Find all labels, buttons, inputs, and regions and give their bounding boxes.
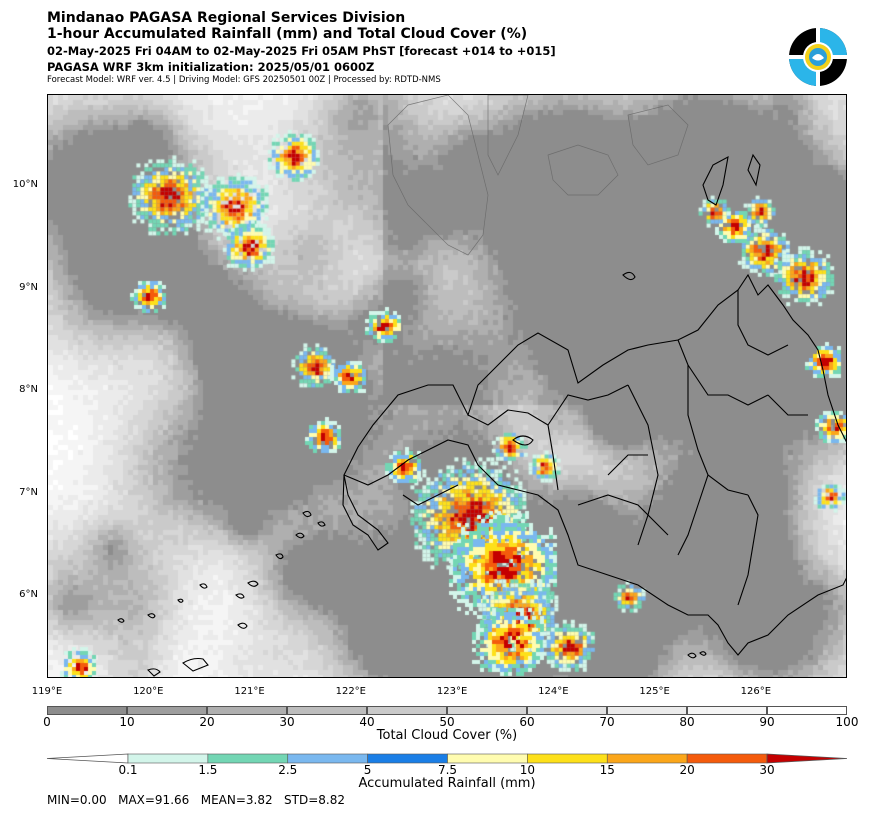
longitude-label: 124°E xyxy=(538,686,569,697)
forecast-period: 02-May-2025 Fri 04AM to 02-May-2025 Fri … xyxy=(47,44,556,58)
rain-colorbar-tick: 30 xyxy=(759,763,775,777)
cloud-colorbar-tick: 100 xyxy=(835,715,859,729)
title-line-2: 1-hour Accumulated Rainfall (mm) and Tot… xyxy=(47,26,528,42)
cloud-colorbar-cell xyxy=(607,706,687,715)
coastlines-and-boundaries xyxy=(117,95,846,677)
latitude-label: 10°N xyxy=(12,179,38,191)
latitude-label: 8°N xyxy=(19,384,38,396)
cloud-colorbar-tick: 70 xyxy=(599,715,615,729)
cloud-colorbar-tick: 0 xyxy=(43,715,51,729)
rain-colorbar-tick: 7.5 xyxy=(437,763,458,777)
cloud-colorbar-cell xyxy=(687,706,767,715)
statistics-text: MIN=0.00 MAX=91.66 MEAN=3.82 STD=8.82 xyxy=(47,793,346,807)
title-line-1: Mindanao PAGASA Regional Services Divisi… xyxy=(47,10,406,26)
cloud-rain-field xyxy=(48,95,846,677)
latitude-label: 6°N xyxy=(19,589,38,601)
cloud-colorbar-tick: 40 xyxy=(359,715,375,729)
cloud-colorbar-cell xyxy=(367,706,447,715)
rain-colorbar-bar xyxy=(46,753,848,764)
rain-colorbar-cell xyxy=(447,753,528,764)
cloud-colorbar-tick: 60 xyxy=(519,715,535,729)
cloud-colorbar-tick: 30 xyxy=(279,715,295,729)
cloud-colorbar-tick: 50 xyxy=(439,715,455,729)
longitude-label: 125°E xyxy=(639,686,670,697)
rain-colorbar-tick: 20 xyxy=(679,763,695,777)
rain-colorbar-tick: 10 xyxy=(519,763,536,777)
rain-colorbar-tick: 2.5 xyxy=(278,763,298,777)
longitude-label: 121°E xyxy=(234,686,265,697)
cloud-colorbar-cell xyxy=(127,706,207,715)
longitude-label: 119°E xyxy=(31,686,63,697)
cloud-colorbar-cell xyxy=(767,706,847,715)
cloud-colorbar-cell xyxy=(527,706,607,715)
rain-colorbar-tick: 15 xyxy=(599,763,615,777)
cloud-colorbar-label: Total Cloud Cover (%) xyxy=(376,728,518,743)
cloud-colorbar-cell xyxy=(447,706,527,715)
longitude-label: 120°E xyxy=(133,686,164,697)
cloud-colorbar-tick: 80 xyxy=(679,715,695,729)
rainfall-cloud-map xyxy=(47,94,847,678)
rain-colorbar-tick: 0.1 xyxy=(118,763,138,777)
longitude-label: 122°E xyxy=(335,686,366,697)
cloud-colorbar-tick: 90 xyxy=(759,715,775,729)
rain-colorbar-cell xyxy=(367,753,448,764)
rain-colorbar-cell xyxy=(127,753,209,764)
cloud-colorbar-tick: 10 xyxy=(119,715,135,729)
rain-colorbar-cell xyxy=(527,753,608,764)
longitude-label: 123°E xyxy=(436,686,468,697)
longitude-label: 126°E xyxy=(740,686,772,697)
pagasa-seal-icon xyxy=(788,27,848,87)
model-initialization: PAGASA WRF 3km initialization: 2025/05/0… xyxy=(47,60,375,74)
model-info: Forecast Model: WRF ver. 4.5 | Driving M… xyxy=(47,75,441,85)
cloud-colorbar-cell xyxy=(287,706,367,715)
latitude-label: 9°N xyxy=(19,281,38,293)
rain-colorbar-tick: 5 xyxy=(363,763,372,777)
cloud-colorbar-cell xyxy=(207,706,287,715)
cloud-colorbar-cell xyxy=(47,706,127,715)
rain-colorbar-min-extension xyxy=(46,753,129,764)
cloud-colorbar-tick: 20 xyxy=(199,715,215,729)
rain-colorbar-cell xyxy=(686,753,768,764)
rain-colorbar-label: Accumulated Rainfall (mm) xyxy=(358,776,536,791)
latitude-label: 7°N xyxy=(19,486,38,498)
rain-colorbar-tick: 1.5 xyxy=(198,763,218,777)
rain-colorbar-max-extension xyxy=(766,753,848,764)
rain-colorbar-cell xyxy=(606,753,688,764)
rain-colorbar-cell xyxy=(207,753,289,764)
rain-colorbar-cell xyxy=(287,753,368,764)
